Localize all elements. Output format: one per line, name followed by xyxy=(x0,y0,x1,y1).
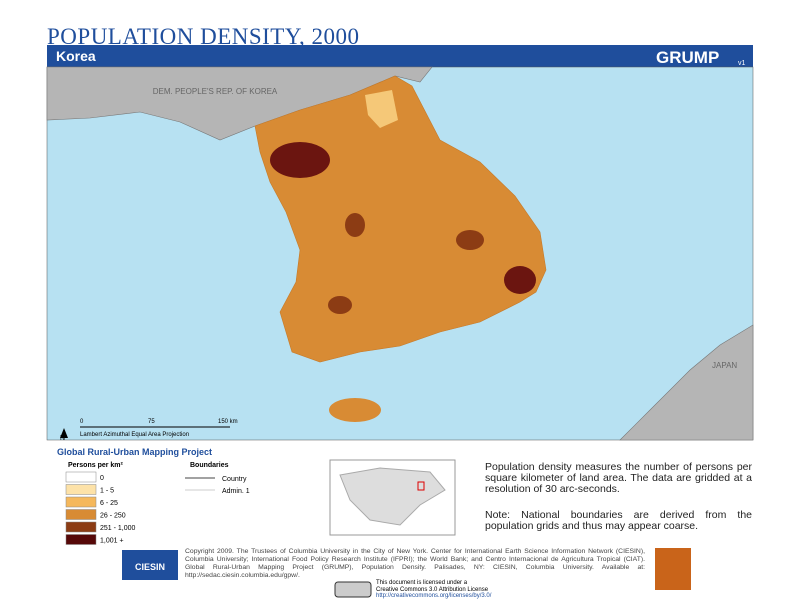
brand: GRUMP xyxy=(656,48,719,67)
ciesin-logo xyxy=(122,550,178,580)
legend-label: 251 - 1,000 xyxy=(100,525,136,532)
low-density-area xyxy=(365,90,398,128)
legend-label: 0 xyxy=(100,475,104,482)
note: Note: National boundaries are derived fr… xyxy=(485,509,752,532)
legend-label: 1 - 5 xyxy=(100,488,114,495)
legend-swatch xyxy=(65,509,97,520)
gwangju-area xyxy=(328,296,352,314)
ciesin-logo-text: CIESIN xyxy=(135,562,165,572)
brand-version: v1 xyxy=(738,60,746,67)
legend-title: Persons per km² xyxy=(68,462,124,469)
cc-badge xyxy=(334,581,372,598)
map-title: POPULATION DENSITY, 2000 xyxy=(47,24,360,49)
north-arrow-label: N xyxy=(60,435,65,442)
north-korea-label: DEM. PEOPLE'S REP. OF KOREA xyxy=(153,87,278,96)
scale-tick-label: 0 xyxy=(80,419,84,425)
jeju xyxy=(329,398,381,422)
legend-swatch xyxy=(65,521,97,533)
legend-label: 26 - 250 xyxy=(100,513,126,520)
license-line: Creative Commons 3.0 Attribution License xyxy=(376,586,489,593)
daejeon-area xyxy=(345,213,365,237)
legend-swatch xyxy=(65,471,97,483)
legend-swatch xyxy=(65,484,97,495)
boundary-label: Country xyxy=(222,476,247,483)
header-bar xyxy=(47,45,753,67)
daegu-area xyxy=(456,230,484,250)
license: This document is licensed under a Creati… xyxy=(376,580,491,600)
legend-classes: 0 1 - 5 6 - 25 26 - 250 251 - 1,000 1,001 + xyxy=(65,471,136,545)
north-arrow-icon xyxy=(60,428,68,438)
seoul-area xyxy=(270,142,330,178)
scale-tick-label: 75 xyxy=(148,419,155,425)
legend-label: 1,001 + xyxy=(100,538,124,545)
boundary-label: Admin. 1 xyxy=(222,488,250,495)
license-url: http://creativecommons.org/licenses/by/3… xyxy=(376,593,492,599)
copyright: Copyright 2009. The Trustees of Columbia… xyxy=(185,548,645,579)
inset-locator xyxy=(417,481,425,491)
busan-area xyxy=(504,266,536,294)
partner-logo xyxy=(655,548,691,590)
scale-tick-label: 150 km xyxy=(218,419,238,425)
south-korea xyxy=(254,75,547,363)
description: Population density measures the number o… xyxy=(485,461,752,495)
project-name: Global Rural-Urban Mapping Project xyxy=(57,447,212,457)
projection: Lambert Azimuthal Equal Area Projection xyxy=(80,432,189,438)
boundaries-title: Boundaries xyxy=(190,462,229,469)
legend-swatch xyxy=(65,534,97,545)
legend-label: 6 - 25 xyxy=(100,500,118,507)
license-line: This document is licensed under a xyxy=(376,580,468,586)
region-name: Korea xyxy=(56,48,96,64)
japan-land xyxy=(619,324,754,441)
japan-label: JAPAN xyxy=(712,361,737,370)
legend-swatch xyxy=(65,496,97,508)
